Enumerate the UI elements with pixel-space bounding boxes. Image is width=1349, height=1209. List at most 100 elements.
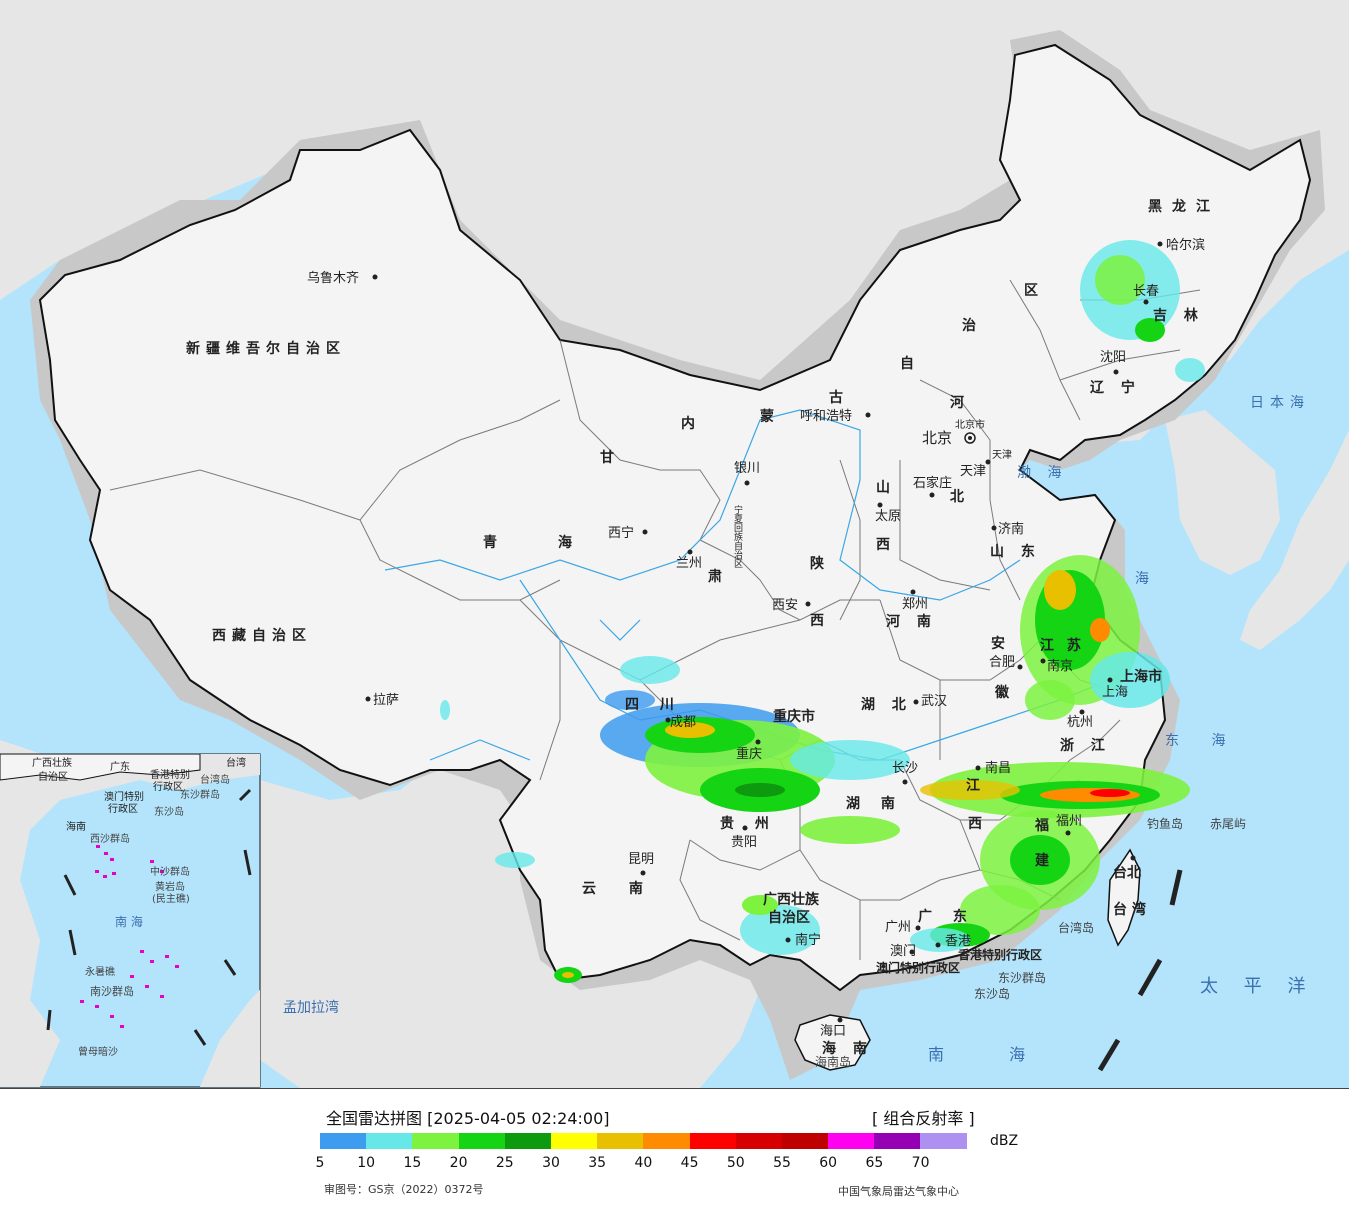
label-sichuan: 四 川 (625, 697, 682, 713)
label-hubei: 湖 北 (861, 697, 912, 713)
sea-taipingyang: 太 平 洋 (1200, 976, 1315, 997)
inset-dongsha-dao: 东沙岛 (154, 805, 184, 818)
legend-swatch-30 (550, 1133, 598, 1149)
inset-hk2: 行政区 (153, 780, 183, 793)
legend-tick-65: 65 (865, 1155, 884, 1171)
inset-zengmu: 曾母暗沙 (78, 1045, 118, 1058)
legend-tick-60: 60 (819, 1155, 838, 1171)
label-neimenggu4: 自 (900, 355, 914, 372)
label-jiangxi: 江 (966, 777, 980, 794)
city-harbin: 哈尔滨 (1166, 237, 1205, 253)
island-dongsha-qd: 东沙群岛 (998, 970, 1046, 985)
island-dongsha: 东沙岛 (974, 986, 1010, 1001)
label-guangxi: 广西壮族 (763, 891, 820, 908)
city-hangzhou: 杭州 (1067, 715, 1093, 730)
city-shijiazhuang: 石家庄 (913, 475, 952, 491)
legend-tick-50: 50 (726, 1155, 745, 1171)
province-borders (109, 279, 1201, 960)
legend-swatch-5 (320, 1133, 367, 1149)
label-fujian: 福 (1034, 817, 1049, 834)
label-guangdong: 广 东 (918, 908, 975, 925)
inset-taiwan-dao: 台湾岛 (200, 773, 230, 786)
label-neimenggu5: 治 (962, 317, 976, 334)
label-jiangxi2: 西 (968, 816, 982, 832)
city-changchun: 长春 (1133, 284, 1159, 299)
label-neimenggu3: 古 (829, 389, 843, 406)
city-guiyang: 贵阳 (731, 835, 757, 850)
label-xinjiang: 新疆维吾尔自治区 (186, 340, 346, 357)
legend-tick-30: 30 (542, 1155, 560, 1171)
province-label-layer: 新疆维吾尔自治区 西藏自治区 青 海 甘 肃 内 蒙 古 自 治 区 黑龙江 吉… (186, 198, 1210, 1057)
inset-yongshu: 永暑礁 (85, 965, 115, 978)
legend-tick-40: 40 (634, 1155, 653, 1171)
label-guangxi2: 自治区 (768, 909, 810, 926)
city-label-layer: 乌鲁木齐 拉萨 西宁 兰州 银川 呼和浩特 北京 天津 石家庄 太原 济南 郑州… (307, 237, 1205, 1039)
legend-swatch-10 (366, 1133, 413, 1149)
city-guangzhou: 广州 (885, 920, 911, 935)
inset-label-layer: 广西壮族 自治区 广东 香港特别 行政区 澳门特别 行政区 台湾 台湾岛 东沙群… (32, 756, 246, 1058)
city-jinan: 济南 (998, 521, 1024, 537)
inset-nanhai: 南 海 (115, 914, 143, 929)
inset-macau2: 行政区 (108, 802, 138, 815)
label-henan: 河 南 (886, 613, 937, 630)
city-fuzhou: 福州 (1056, 814, 1082, 829)
label-xizang: 西藏自治区 (212, 627, 312, 644)
label-taiwan-city: 台北 (1113, 864, 1141, 881)
label-neimenggu6: 区 (1024, 283, 1038, 299)
label-fujian2: 建 (1035, 852, 1049, 869)
sea-donghai: 东 海 (1165, 733, 1239, 749)
inset-guangdong: 广东 (110, 760, 130, 773)
island-chiwei: 赤尾屿 (1210, 817, 1246, 831)
label-shanghai: 上海市 (1120, 668, 1162, 685)
city-zhengzhou: 郑州 (902, 597, 928, 612)
legend-swatch-25 (504, 1133, 551, 1149)
label-anhui2: 徽 (994, 684, 1010, 701)
city-tianjin: 天津 (960, 464, 986, 479)
inset-macau: 澳门特别 (104, 790, 144, 803)
label-chongqing: 重庆市 (773, 708, 815, 725)
legend-title: 全国雷达拼图 [2025-04-05 02:24:00] (326, 1109, 610, 1128)
legend-unit: dBZ (990, 1133, 1019, 1149)
label-hebei2: 北 (950, 489, 964, 505)
label-taiwan: 台 湾 (1113, 901, 1146, 918)
nine-dash-line (1097, 869, 1183, 1072)
label-shanxi: 山 (876, 480, 890, 496)
inset-huangyan: 黄岩岛 (155, 880, 185, 893)
inset-hk: 香港特别 (150, 769, 190, 781)
legend-tick-5: 5 (315, 1155, 325, 1171)
city-chengdu: 成都 (670, 715, 696, 730)
label-hk-sar: 香港特别行政区 (957, 947, 1042, 962)
city-nanjing: 南京 (1047, 658, 1073, 674)
city-xining: 西宁 (608, 525, 634, 541)
label-shaanxi: 陕 (810, 555, 824, 572)
legend-color-bar (320, 1133, 967, 1149)
china-land (38, 43, 1312, 992)
city-nanchang: 南昌 (985, 760, 1011, 776)
island-hainan: 海南岛 (815, 1054, 851, 1069)
foreign-land-korea (1165, 410, 1280, 575)
legend-panel: 全国雷达拼图 [2025-04-05 02:24:00] [ 组合反射率 ] d… (0, 1088, 1349, 1209)
china-radar-map: 新疆维吾尔自治区 西藏自治区 青 海 甘 肃 内 蒙 古 自 治 区 黑龙江 吉… (0, 0, 1349, 1088)
label-yunnan: 云 南 (582, 880, 657, 897)
legend-tick-10: 10 (357, 1155, 376, 1171)
city-yinchuan: 银川 (734, 461, 760, 476)
city-changsha: 长沙 (892, 761, 918, 776)
legend-tick-15: 15 (403, 1155, 422, 1171)
legend-swatch-65 (874, 1133, 921, 1149)
legend-swatch-15 (412, 1133, 459, 1149)
inset-guangxi: 广西壮族 (32, 756, 72, 769)
city-hohhot: 呼和浩特 (800, 409, 852, 424)
legend-tick-45: 45 (680, 1155, 699, 1171)
city-haikou: 海口 (820, 1024, 846, 1039)
label-qinghai: 青 (483, 534, 497, 551)
city-wuhan: 武汉 (921, 694, 947, 709)
label-guizhou: 贵 州 (720, 815, 777, 832)
label-jiangsu: 江 苏 (1040, 637, 1085, 654)
inset-hainan: 海南 (66, 820, 86, 833)
label-qinghai2: 海 (558, 534, 572, 551)
city-shenyang: 沈阳 (1100, 350, 1126, 365)
legend-product-name: [ 组合反射率 ] (872, 1109, 975, 1128)
legend-tick-35: 35 (588, 1155, 607, 1171)
legend-swatch-35 (597, 1133, 644, 1149)
legend-swatch-55 (781, 1133, 829, 1149)
